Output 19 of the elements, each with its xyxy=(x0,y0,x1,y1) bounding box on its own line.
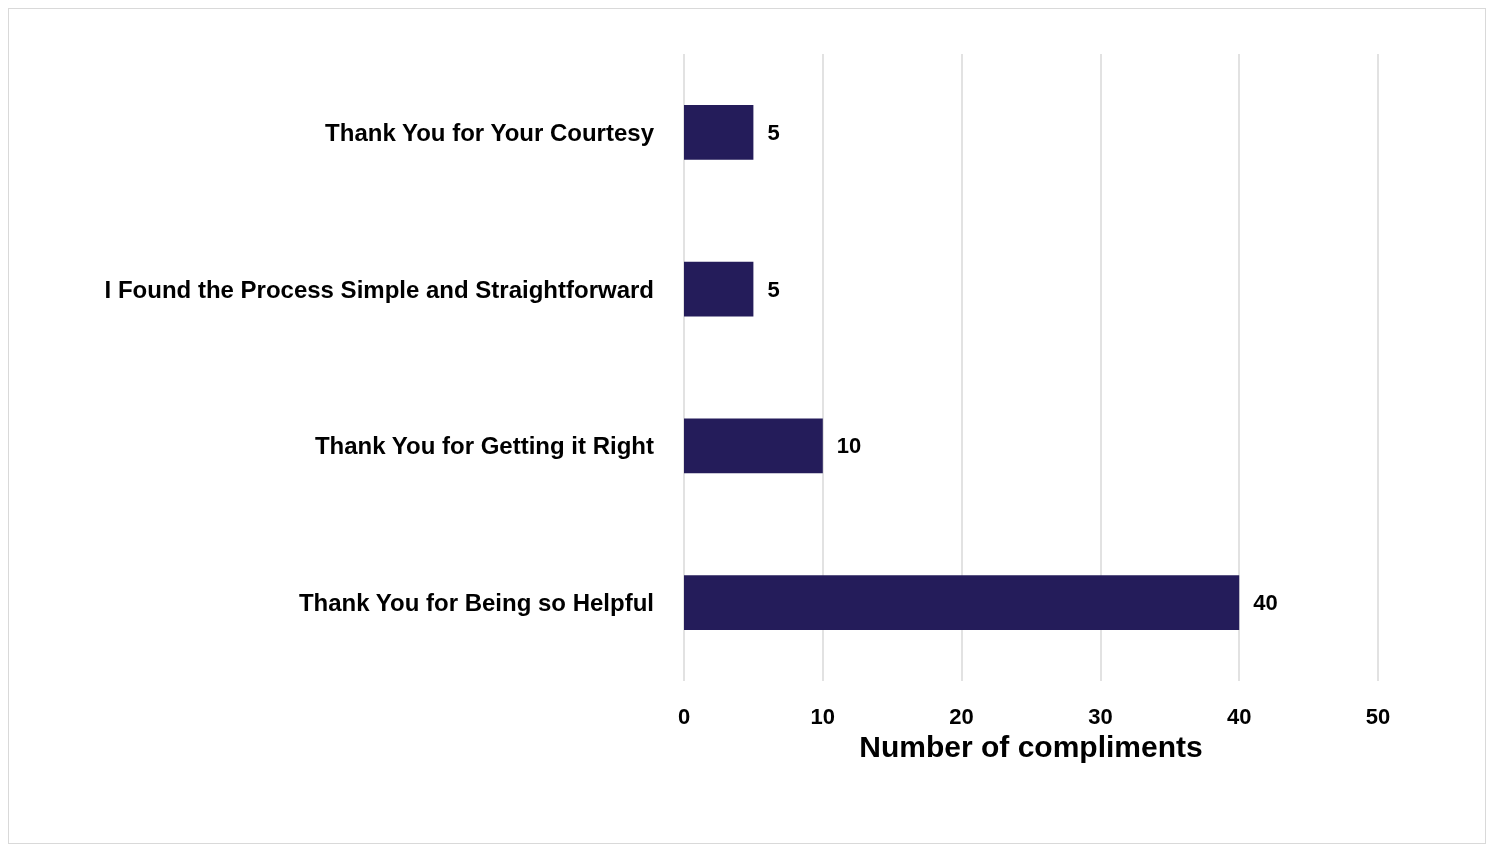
y-tick-label: Thank You for Getting it Right xyxy=(314,432,654,460)
bar xyxy=(684,418,823,474)
x-tick-label: 40 xyxy=(1226,703,1252,729)
x-tick-label: 20 xyxy=(949,703,974,729)
y-tick-label: I Found the Process Simple and Straightforward xyxy=(104,275,654,303)
bar xyxy=(684,104,754,160)
y-tick-label: Thank You for Your Courtesy xyxy=(325,118,655,146)
bar xyxy=(684,575,1240,631)
data-label: 5 xyxy=(767,119,780,145)
data-label: 5 xyxy=(767,276,780,302)
y-tick-label: Thank You for Being so Helpful xyxy=(298,589,654,617)
x-tick-label: 10 xyxy=(810,703,836,729)
x-tick-label: 50 xyxy=(1365,703,1391,729)
bar xyxy=(684,261,754,317)
data-label: 40 xyxy=(1253,590,1278,616)
data-label: 10 xyxy=(836,433,862,459)
x-axis-title: Number of compliments xyxy=(859,730,1203,764)
x-tick-label: 30 xyxy=(1088,703,1113,729)
x-tick-label: 0 xyxy=(677,703,691,729)
